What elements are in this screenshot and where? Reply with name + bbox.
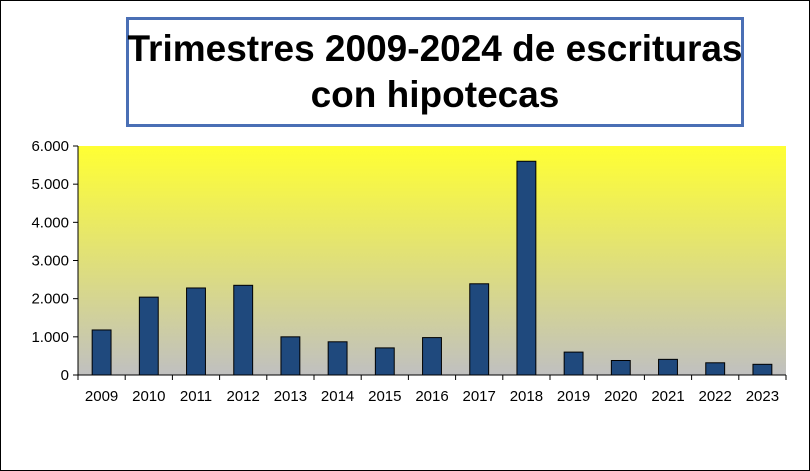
bar-2021 [658,358,678,376]
x-tick-label: 2014 [321,388,354,405]
chart-title-box: Trimestres 2009-2024 de escrituras con h… [126,17,744,127]
x-tick-label: 2015 [368,388,401,405]
bar-2013 [280,336,301,376]
bar-2019 [563,351,584,376]
x-tick-label: 2018 [510,388,543,405]
x-tick-label: 2012 [227,388,260,405]
x-tick-label: 2019 [557,388,590,405]
x-tick-label: 2013 [274,388,307,405]
bar-2016 [422,337,442,376]
y-axis: 0 1.000 2.000 3.000 4.000 5.000 6.000 [31,138,79,384]
bar-2022 [705,362,726,376]
x-tick-label: 2011 [180,388,212,405]
bar-2015 [374,347,395,376]
x-tick-label: 2020 [604,388,637,405]
y-tick-label: 6.000 [31,138,69,155]
x-axis: 2009 2010 2011 2012 2013 2014 2015 2016 2017 2018… [77,374,787,405]
bar-2020 [610,359,631,376]
x-tick-label: 2022 [699,388,732,405]
x-tick-label: 2010 [132,388,165,405]
chart-title-line-1: Trimestres 2009-2024 de escrituras [127,28,743,69]
chart-title-line-2: con hipotecas [310,74,560,115]
x-tick-label: 2009 [85,388,118,405]
bar-2014 [327,341,348,376]
y-tick-label: 4.000 [31,214,69,231]
x-tick-label: 2021 [651,388,684,405]
y-tick-label: 2.000 [31,291,69,308]
x-tick-label: 2023 [746,388,779,405]
y-tick-label: 0 [61,367,69,384]
bar-2010 [138,296,159,376]
bars [91,160,773,376]
x-tick-label: 2017 [463,388,496,405]
bar-2012 [233,284,254,376]
bar-2018 [516,160,537,376]
x-tick-label: 2016 [415,388,448,405]
y-tick-label: 3.000 [31,253,69,270]
bar-2011 [186,287,206,376]
bar-2017 [469,283,490,376]
y-tick-label: 1.000 [31,329,69,346]
bar-2009 [91,329,112,376]
bar-2023 [752,363,773,376]
y-tick-label: 5.000 [31,176,69,193]
